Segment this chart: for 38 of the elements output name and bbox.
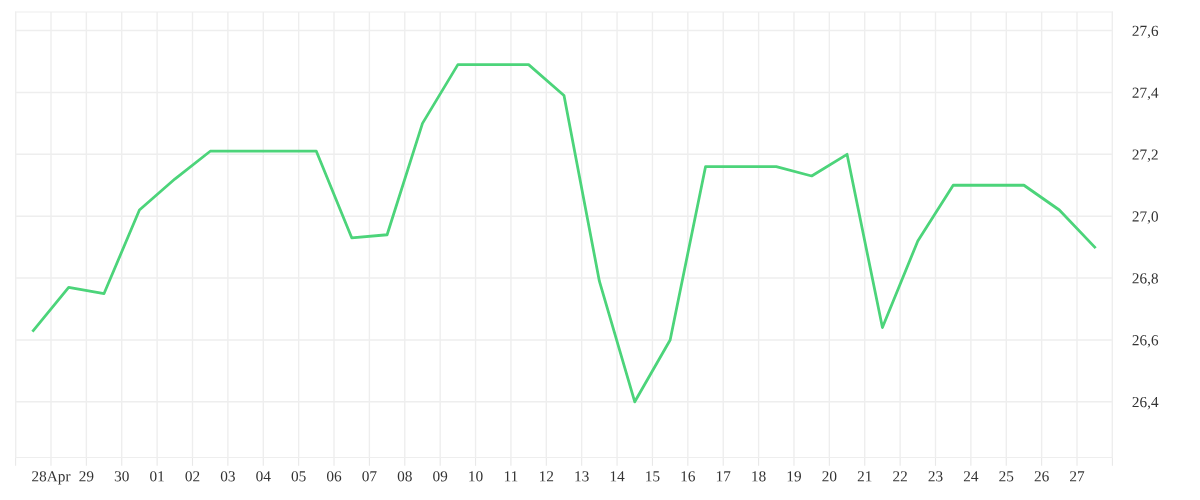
x-tick-label: 29 <box>79 471 94 482</box>
x-tick-label: 11 <box>504 471 518 482</box>
y-tick-label: 27,6 <box>1132 25 1159 39</box>
x-tick-label: 28Apr <box>32 471 71 485</box>
x-tick-label: 12 <box>540 471 554 482</box>
y-tick-label: 26,8 <box>1132 273 1158 286</box>
line-series <box>31 63 1097 404</box>
x-tick-label: 23 <box>928 471 943 482</box>
x-tick-label: 04 <box>256 471 271 482</box>
x-tick-label: 05 <box>291 471 306 482</box>
x-tick-label: 25 <box>999 471 1014 482</box>
x-tick-label: 18 <box>752 471 766 482</box>
x-tick-label: 24 <box>963 471 979 482</box>
x-tick-label: 27 <box>1070 471 1085 482</box>
x-tick-label: 06 <box>326 471 342 482</box>
x-tick-label: 19 <box>787 471 801 482</box>
x-tick-label: 30 <box>114 471 129 482</box>
x-tick-label: 07 <box>362 471 377 482</box>
y-tick-label: 26,4 <box>1132 397 1159 410</box>
x-tick-label: 03 <box>220 471 235 482</box>
x-tick-label: 09 <box>433 471 448 482</box>
x-tick-label: 15 <box>646 471 660 482</box>
y-tick-label: 26,6 <box>1132 335 1159 348</box>
x-tick-label: 14 <box>610 471 625 482</box>
x-tick-label: 02 <box>185 471 200 482</box>
x-tick-label: 13 <box>575 471 589 482</box>
x-tick-label: 01 <box>150 471 164 482</box>
x-tick-label: 21 <box>857 471 872 482</box>
x-tick-label: 26 <box>1034 471 1049 482</box>
y-tick-label: 27,0 <box>1132 211 1158 224</box>
y-tick-label: 27,2 <box>1132 149 1158 162</box>
x-tick-label: 17 <box>716 471 731 482</box>
x-tick-label: 20 <box>822 471 837 482</box>
x-tick-label: 08 <box>397 471 412 482</box>
x-tick-label: 22 <box>893 471 907 482</box>
x-tick-label: 16 <box>681 471 696 482</box>
x-tick-label: 10 <box>469 471 483 482</box>
y-tick-label: 27,4 <box>1132 87 1159 101</box>
